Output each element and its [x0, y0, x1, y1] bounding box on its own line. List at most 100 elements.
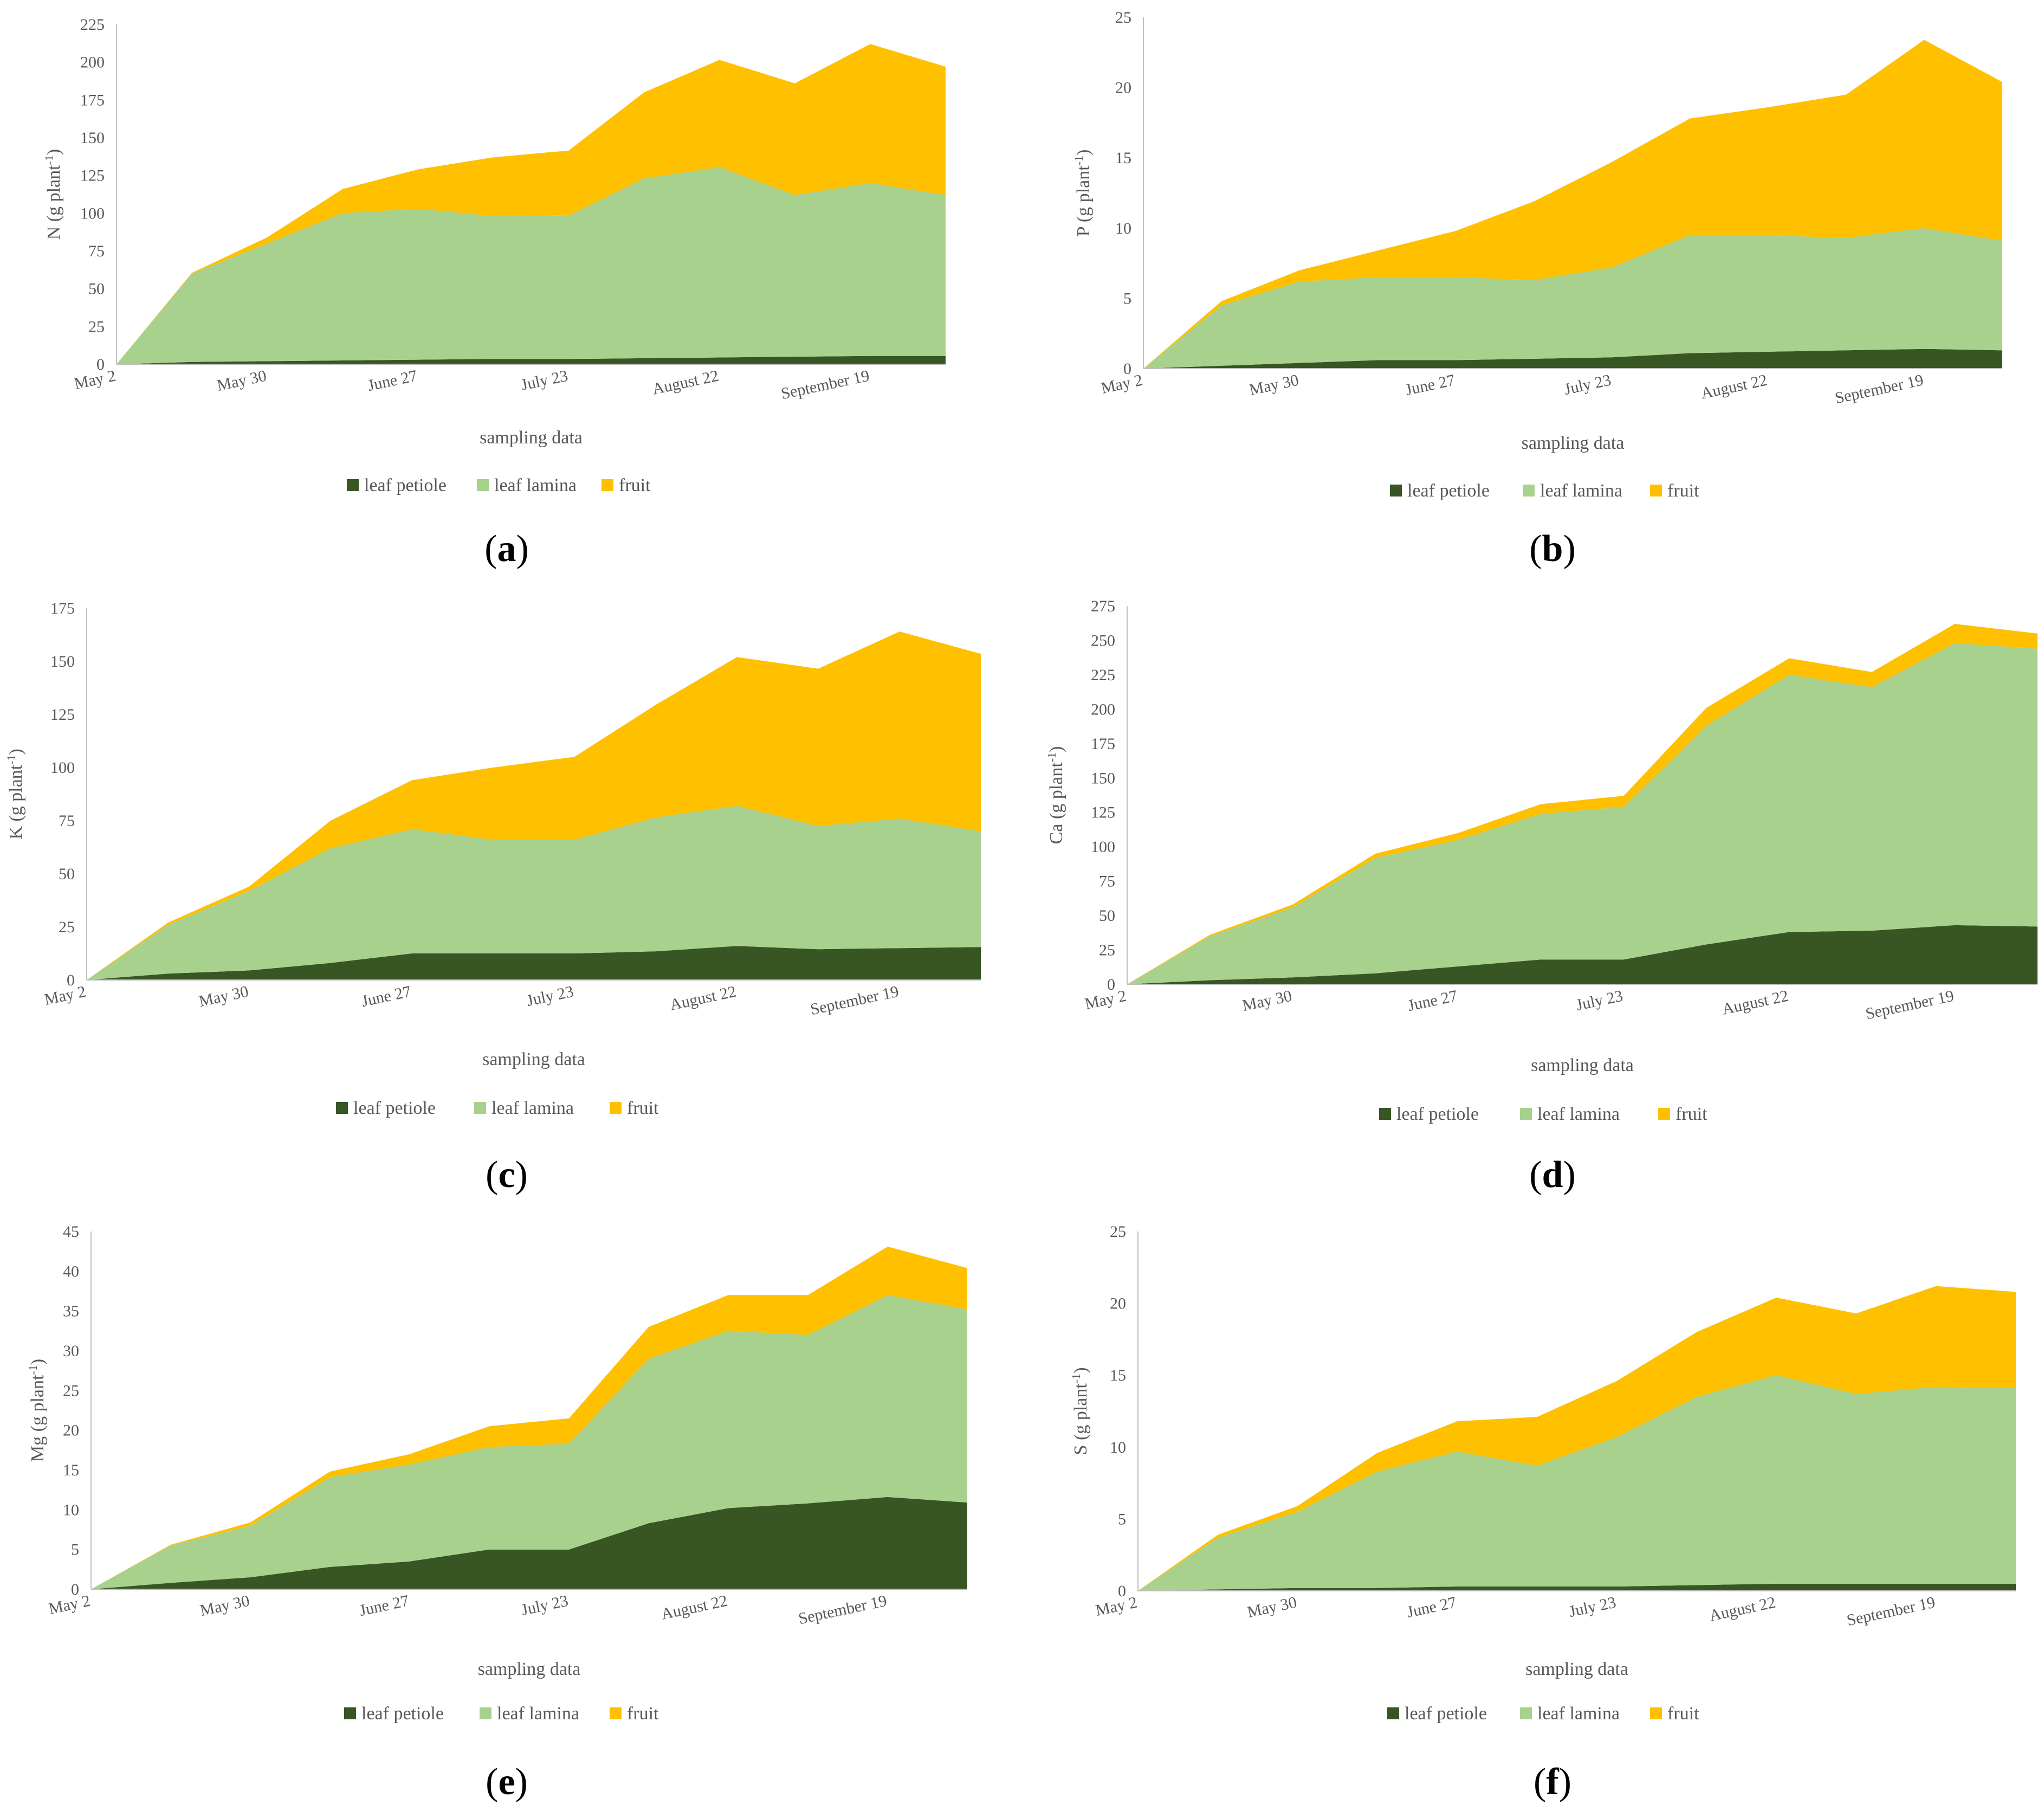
legend-label-leaf-petiole: leaf petiole [364, 475, 447, 495]
legend-swatch-leaf-petiole [1390, 485, 1402, 496]
y-axis-title: Ca (g plant-1) [1045, 746, 1067, 844]
x-tick-label: May 2 [1094, 1594, 1139, 1620]
y-tick-label: 25 [1110, 1223, 1126, 1241]
y-tick-label: 175 [1091, 735, 1115, 753]
x-tick-label: July 23 [520, 367, 570, 394]
area-leaf-lamina-f [1138, 1375, 2016, 1591]
x-tick-label: August 22 [1720, 987, 1790, 1018]
x-tick-label: June 27 [366, 367, 418, 395]
x-tick-label: August 22 [651, 367, 720, 398]
y-tick-label: 75 [59, 812, 75, 830]
x-tick-label: August 22 [1707, 1594, 1777, 1625]
legend-label-leaf-lamina: leaf lamina [1537, 1104, 1620, 1124]
x-tick-label: June 27 [1403, 371, 1456, 399]
legend-label-leaf-lamina: leaf lamina [1537, 1704, 1620, 1724]
legend-swatch-leaf-petiole [1379, 1108, 1391, 1120]
area-leaf-petiole-f [1138, 1583, 2016, 1591]
legend-label-leaf-petiole: leaf petiole [1396, 1104, 1479, 1124]
x-tick-label: May 2 [73, 367, 118, 393]
legend-swatch-leaf-petiole [336, 1102, 348, 1114]
area-leaf-lamina-c [87, 805, 981, 980]
area-fruit-b [1143, 40, 2002, 369]
legend-label-leaf-petiole: leaf petiole [1407, 481, 1490, 501]
x-axis-title: sampling data [480, 428, 583, 448]
legend-swatch-leaf-lamina [1520, 1707, 1532, 1719]
area-leaf-petiole-e [91, 1497, 967, 1589]
chart-panel-d: 0 25 50 75 100 125 150 175 200 225 250 275 May 2 May … [1045, 597, 2037, 1196]
legend-swatch-fruit [610, 1102, 622, 1114]
x-tick-label: May 30 [197, 983, 250, 1011]
legend-label-leaf-petiole: leaf petiole [353, 1098, 436, 1118]
y-tick-label: 5 [1118, 1510, 1126, 1528]
legend-label-fruit: fruit [1667, 481, 1699, 501]
chart-panel-a: 0 25 50 75 100 125 150 175 200 225 May 2 May 30 June… [42, 16, 946, 570]
legend-swatch-leaf-lamina [1520, 1108, 1532, 1120]
panel-label: (d) [1529, 1154, 1576, 1196]
y-tick-label: 0 [1123, 360, 1131, 378]
y-tick-label: 125 [50, 706, 75, 724]
area-leaf-lamina-b [1143, 228, 2002, 369]
y-tick-label: 200 [1091, 700, 1115, 718]
legend-swatch-leaf-lamina [1523, 485, 1535, 496]
y-tick-label: 45 [63, 1223, 79, 1241]
panel-label: (b) [1529, 528, 1576, 570]
x-tick-label: May 2 [47, 1592, 92, 1618]
panel-label: (c) [486, 1154, 528, 1196]
legend-label-leaf-lamina: leaf lamina [491, 1098, 574, 1118]
y-axis-title: K (g plant-1) [4, 749, 27, 840]
legend-swatch-fruit [1658, 1108, 1670, 1120]
y-tick-label: 25 [88, 318, 105, 336]
legend-swatch-fruit [610, 1707, 622, 1719]
legend-swatch-leaf-lamina [477, 479, 489, 491]
x-tick-label: May 30 [215, 367, 268, 395]
y-tick-label: 0 [1118, 1582, 1126, 1600]
y-tick-label: 25 [59, 918, 75, 936]
y-tick-label: 100 [1091, 838, 1115, 856]
area-leaf-petiole-d [1127, 925, 2037, 984]
x-tick-label: July 23 [525, 983, 575, 1010]
legend-swatch-fruit [1650, 1707, 1662, 1719]
area-leaf-petiole-a [117, 356, 946, 364]
y-axis-title: P (g plant-1) [1072, 150, 1094, 237]
x-tick-label: August 22 [659, 1592, 729, 1623]
y-tick-label: 200 [80, 54, 105, 72]
chart-panel-e: 0 5 10 15 20 25 30 35 40 45 May 2 May 30 June 27 July… [26, 1223, 967, 1803]
legend-label-fruit: fruit [1676, 1104, 1707, 1124]
y-tick-label: 15 [1115, 149, 1131, 167]
y-tick-label: 30 [63, 1342, 79, 1360]
x-tick-label: June 27 [1406, 987, 1459, 1015]
y-tick-label: 100 [50, 759, 75, 777]
y-tick-label: 10 [63, 1501, 79, 1519]
legend-swatch-leaf-lamina [480, 1707, 491, 1719]
y-axis-title: S (g plant-1) [1069, 1368, 1091, 1455]
x-tick-label: July 23 [520, 1592, 570, 1619]
y-tick-label: 25 [1099, 942, 1115, 959]
legend-label-leaf-lamina: leaf lamina [497, 1704, 579, 1724]
area-leaf-petiole-b [1143, 349, 2002, 369]
y-tick-label: 0 [96, 356, 105, 373]
x-tick-label: September 19 [1833, 371, 1925, 408]
y-tick-label: 0 [71, 1581, 79, 1598]
y-tick-label: 20 [63, 1422, 79, 1440]
y-tick-label: 100 [80, 204, 105, 222]
x-tick-label: June 27 [1405, 1594, 1458, 1622]
legend-label-leaf-lamina: leaf lamina [1540, 481, 1622, 501]
x-tick-label: July 23 [1574, 987, 1624, 1014]
x-tick-label: May 30 [198, 1592, 251, 1620]
legend-label-fruit: fruit [1667, 1704, 1699, 1724]
x-axis-title: sampling data [482, 1049, 585, 1069]
y-tick-label: 125 [1091, 804, 1115, 822]
x-tick-label: July 23 [1568, 1594, 1618, 1621]
y-tick-label: 225 [80, 16, 105, 34]
y-tick-label: 0 [1107, 976, 1115, 994]
legend-swatch-fruit [1650, 485, 1662, 496]
x-axis-title: sampling data [478, 1659, 581, 1679]
y-tick-label: 150 [1091, 769, 1115, 787]
legend-label-fruit: fruit [627, 1098, 659, 1118]
y-tick-label: 50 [1099, 907, 1115, 925]
panel-label: (a) [484, 528, 529, 570]
y-tick-label: 20 [1110, 1295, 1126, 1313]
area-fruit-e [91, 1246, 967, 1589]
x-axis-title: sampling data [1522, 433, 1625, 453]
x-axis-title: sampling data [1525, 1659, 1628, 1679]
